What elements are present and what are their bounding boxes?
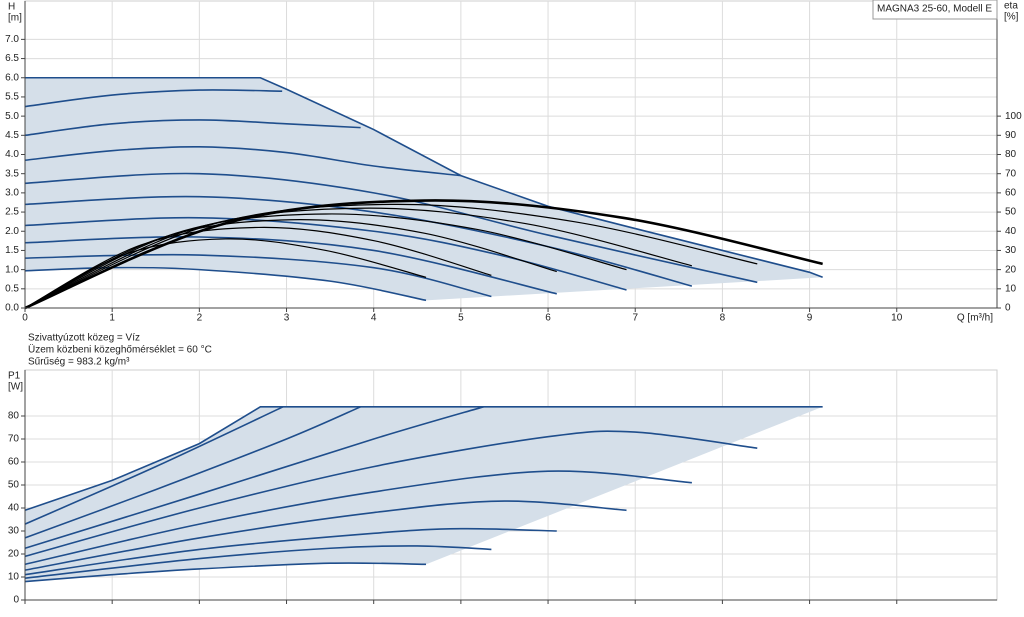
y-tick-label: 3.5 [5, 168, 19, 179]
performance-curve [24, 500, 627, 571]
fluid-note: Szivattyúzott közeg = Víz [28, 333, 140, 344]
y2-axis-title: eta [1004, 1, 1018, 12]
y2-tick-label: 0 [1005, 303, 1011, 314]
performance-curve [24, 253, 492, 298]
y-tick-label: 2.0 [5, 226, 19, 237]
x-tick-label: 5 [458, 313, 464, 324]
performance-curve [24, 562, 427, 583]
x-tick-label: 6 [545, 313, 551, 324]
x-axis-title: Q [m³/h] [957, 313, 993, 324]
y-tick-label: 10 [8, 572, 20, 583]
performance-curve [24, 119, 361, 137]
y-tick-label: 7.0 [5, 34, 19, 45]
x-tick-label: 9 [807, 313, 813, 324]
y-tick-label: 3.0 [5, 188, 19, 199]
performance-curve [24, 406, 284, 525]
y-tick-label: 0.5 [5, 283, 19, 294]
y2-tick-label: 70 [1005, 168, 1017, 179]
y-axis-unit: [W] [8, 382, 23, 393]
fluid-note: Sűrűség = 983.2 kg/m³ [28, 357, 130, 368]
y-tick-label: 0.0 [5, 303, 19, 314]
performance-curve [24, 545, 492, 579]
y-tick-label: 40 [8, 503, 20, 514]
x-tick-label: 7 [632, 313, 638, 324]
operating-area [25, 77, 823, 301]
fluid-note: Üzem közbeni közeghőmérséklet = 60 °C [28, 344, 212, 356]
x-tick-label: 2 [197, 313, 203, 324]
y-tick-label: 4.0 [5, 149, 19, 160]
performance-curve [24, 195, 693, 287]
y2-tick-label: 60 [1005, 188, 1017, 199]
y-axis-title: H [8, 2, 15, 13]
y2-axis-unit: [%] [1004, 12, 1019, 23]
performance-curve [24, 236, 557, 295]
efficiency-curve [24, 203, 758, 309]
efficiency-curve [24, 213, 627, 309]
y2-tick-label: 40 [1005, 226, 1017, 237]
y-tick-label: 2.5 [5, 207, 19, 218]
y2-tick-label: 90 [1005, 130, 1017, 141]
y2-tick-label: 30 [1005, 245, 1017, 256]
y-axis-unit: [m] [8, 13, 22, 24]
y-tick-label: 0 [13, 595, 19, 606]
performance-curve [25, 76, 823, 279]
y-tick-label: 30 [8, 526, 20, 537]
performance-curve [24, 430, 758, 558]
performance-curve [24, 406, 823, 512]
y-tick-label: 50 [8, 480, 20, 491]
y2-tick-label: 80 [1005, 149, 1017, 160]
y-tick-label: 80 [8, 411, 20, 422]
y-tick-label: 6.5 [5, 53, 19, 64]
model-label: MAGNA3 25-60, Modell E [877, 4, 992, 15]
y-tick-label: 20 [8, 549, 20, 560]
operating-area [25, 406, 823, 582]
y-axis-title: P1 [8, 371, 21, 382]
y2-tick-label: 20 [1005, 264, 1017, 275]
x-tick-label: 4 [371, 313, 377, 324]
performance-curve [24, 89, 283, 108]
performance-curve [24, 145, 461, 177]
y-tick-label: 6.0 [5, 72, 19, 83]
y-tick-label: 1.5 [5, 245, 19, 256]
x-tick-label: 3 [284, 313, 290, 324]
performance-curve [24, 470, 692, 566]
performance-curve [24, 266, 427, 302]
efficiency-curve [24, 207, 693, 309]
y-tick-label: 5.5 [5, 92, 19, 103]
x-tick-label: 0 [22, 313, 28, 324]
efficiency-curve [24, 199, 823, 310]
efficiency-curve [24, 226, 492, 309]
x-tick-label: 1 [109, 313, 115, 324]
performance-curve [24, 527, 557, 576]
performance-curve [24, 406, 361, 539]
x-tick-label: 8 [720, 313, 726, 324]
y-tick-label: 1.0 [5, 264, 19, 275]
y2-tick-label: 100 [1005, 111, 1022, 122]
efficiency-curve [24, 219, 557, 309]
y-tick-label: 5.0 [5, 111, 19, 122]
y2-tick-label: 50 [1005, 207, 1017, 218]
y2-tick-label: 10 [1005, 283, 1017, 294]
performance-curve [24, 172, 758, 284]
performance-curve [24, 406, 484, 550]
y-tick-label: 70 [8, 434, 20, 445]
model-box [872, 0, 998, 20]
x-tick-label: 10 [891, 313, 903, 324]
y-tick-label: 60 [8, 457, 20, 468]
performance-curve [24, 216, 627, 291]
y-tick-label: 4.5 [5, 130, 19, 141]
